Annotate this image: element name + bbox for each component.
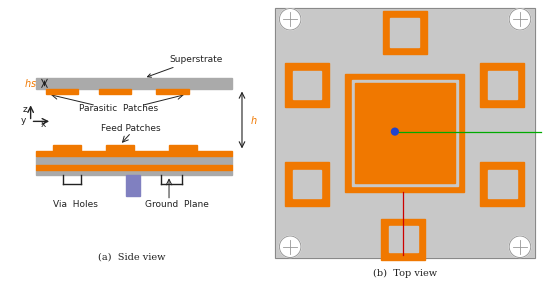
Text: Ground  Plane: Ground Plane (144, 200, 208, 209)
Text: $h$: $h$ (249, 114, 257, 126)
Bar (285, 162, 329, 206)
Text: $hs$: $hs$ (24, 77, 37, 89)
Circle shape (280, 8, 301, 30)
Bar (126, 175, 140, 196)
Text: (b)  Top view: (b) Top view (373, 269, 437, 278)
Text: Superstrate: Superstrate (148, 55, 223, 77)
Circle shape (392, 128, 398, 135)
Bar (53, 145, 81, 151)
Bar (106, 145, 134, 151)
Bar (275, 8, 535, 258)
Bar (46, 89, 78, 94)
Bar (293, 70, 322, 99)
Bar (98, 89, 131, 94)
Bar (381, 218, 426, 260)
Bar (36, 170, 232, 175)
Text: (a)  Side view: (a) Side view (97, 253, 165, 262)
Text: Via  Holes: Via Holes (54, 200, 98, 209)
Bar (36, 156, 232, 165)
Bar (169, 145, 197, 151)
Circle shape (280, 236, 301, 258)
Bar (391, 18, 419, 47)
Bar (488, 70, 517, 99)
Bar (488, 170, 517, 198)
Bar (383, 11, 427, 55)
Text: z: z (23, 105, 27, 114)
Bar (36, 165, 232, 170)
Bar (36, 78, 232, 89)
Bar (345, 74, 464, 192)
Bar (285, 63, 329, 107)
Text: Feed Patches: Feed Patches (101, 124, 161, 133)
Bar (156, 89, 189, 94)
Bar (293, 170, 322, 198)
Bar (36, 151, 232, 156)
Text: x: x (40, 120, 46, 129)
Bar (355, 83, 455, 183)
Bar (480, 162, 525, 206)
Circle shape (509, 8, 531, 30)
Bar (352, 80, 458, 186)
Text: y: y (21, 116, 26, 125)
Bar (389, 226, 418, 252)
Bar (480, 63, 525, 107)
Circle shape (509, 236, 531, 258)
Text: Parasitic  Patches: Parasitic Patches (79, 104, 158, 113)
Bar (275, 8, 535, 258)
